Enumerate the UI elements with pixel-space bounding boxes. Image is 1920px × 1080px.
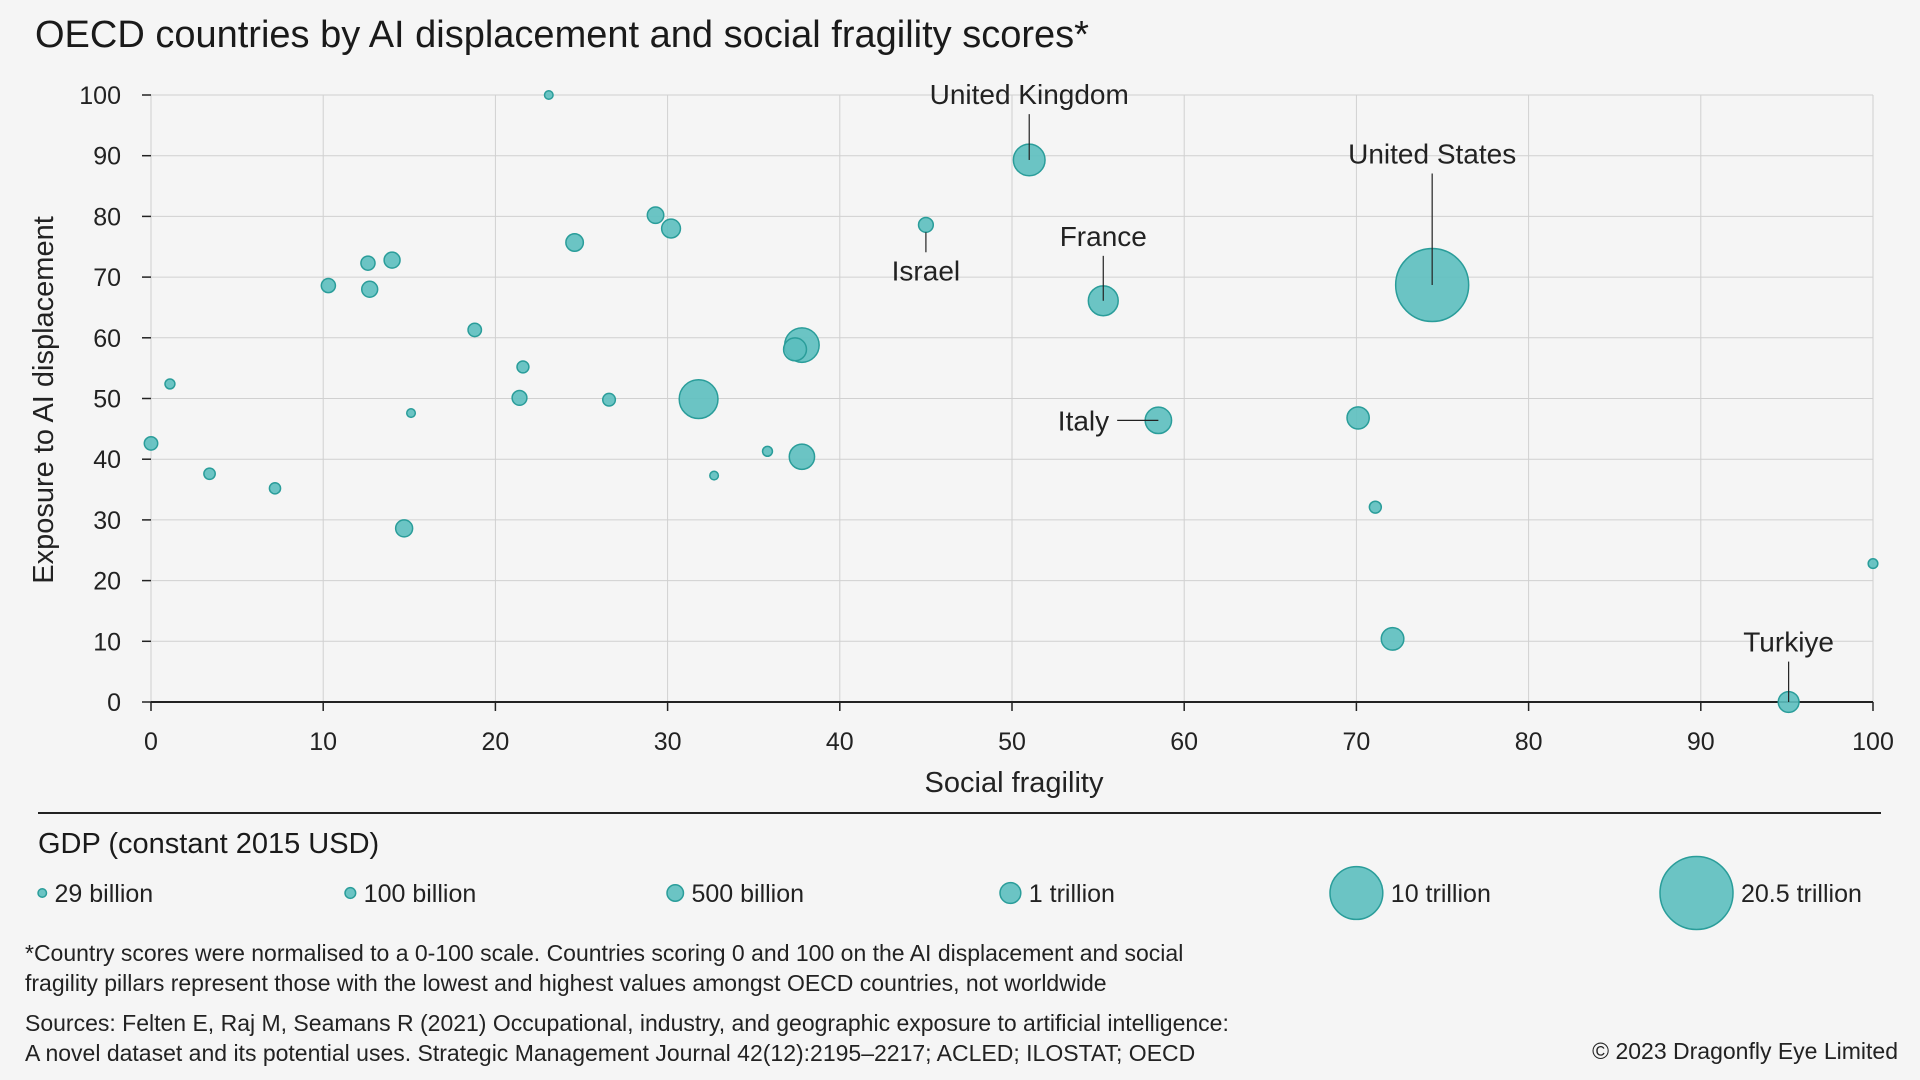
scatter-chart: 0 10 20 30 40 50 60 70 80 90 100 0 10 20 30 40 50 60 70 80… [28,79,1894,799]
y-tick-label: 100 [79,82,121,110]
legend-label: 10 trillion [1391,880,1491,908]
bubble [601,392,617,407]
bubble [143,435,159,451]
label-united-kingdom: United Kingdom [930,79,1129,110]
bubble [383,251,401,269]
y-tick-labels: 0 10 20 30 40 50 60 70 80 90 100 [79,82,121,717]
bubble [678,378,719,420]
y-tick-label: 80 [93,203,121,231]
y-tick-label: 20 [93,568,121,596]
bubble [516,360,530,374]
label-france: France [1060,221,1147,252]
legend-title: GDP (constant 2015 USD) [38,828,380,860]
bubble [565,233,585,252]
y-tick-label: 30 [93,507,121,535]
x-tick-label: 60 [1170,728,1198,756]
x-tick-label: 70 [1342,728,1370,756]
axes [142,94,1874,711]
bubble [646,206,665,225]
x-tick-label: 50 [998,728,1026,756]
bubble [1346,406,1370,430]
legend-bubble [666,884,685,902]
y-tick-label: 60 [93,325,121,353]
bubble [467,322,483,338]
footnote: *Country scores were normalised to a 0-1… [25,938,1405,998]
bubble [543,89,554,101]
bubble [660,218,682,239]
x-tick-label: 100 [1852,728,1894,756]
legend-bubble [999,881,1022,905]
bubble [164,378,176,390]
bubble [360,255,376,271]
x-axis-title: Social fragility [925,767,1104,799]
y-tick-label: 0 [107,689,121,717]
legend-bubble [37,887,48,899]
y-tick-label: 40 [93,446,121,474]
annotations: United Kingdom United States Israel France I… [892,79,1834,702]
footnote-line-1: *Country scores were normalised to a 0-1… [25,940,1184,966]
sources-line-2: A novel dataset and its potential uses. … [25,1040,1196,1066]
bubble [709,470,720,481]
copyright: © 2023 Dragonfly Eye Limited [1592,1038,1898,1064]
bubble [511,389,528,407]
bubble [268,482,282,495]
x-tick-label: 90 [1687,728,1715,756]
label-turkiye: Turkiye [1743,627,1834,658]
bubble [1380,626,1405,651]
bubble [788,443,816,471]
bubble [360,280,379,298]
bubble [320,277,337,294]
sources: Sources: Felten E, Raj M, Seamans R (202… [25,1008,1405,1068]
bubble [782,337,808,362]
y-tick-label: 70 [93,264,121,292]
legend-label: 20.5 trillion [1741,880,1862,908]
bubble [761,445,774,458]
bubbles [143,89,1879,714]
x-tick-labels: 0 10 20 30 40 50 60 70 80 90 100 [144,728,1894,756]
y-tick-label: 10 [93,628,121,656]
bubble [405,408,417,419]
x-tick-label: 10 [309,728,337,756]
chart-title: OECD countries by AI displacement and so… [35,14,1089,56]
legend-label: 100 billion [364,880,477,908]
grid-lines [150,94,1874,703]
sources-line-1: Sources: Felten E, Raj M, Seamans R (202… [25,1010,1229,1036]
y-axis-title: Exposure to AI displacement [28,216,60,584]
x-tick-label: 40 [826,728,854,756]
label-italy: Italy [1058,405,1109,436]
legend-label: 1 trillion [1029,880,1115,908]
x-tick-label: 20 [481,728,509,756]
footnote-line-2: fragility pillars represent those with t… [25,970,1107,996]
y-tick-label: 90 [93,143,121,171]
bubble [1368,500,1383,514]
legend-label: 500 billion [691,880,804,908]
x-tick-label: 30 [654,728,682,756]
label-israel: Israel [892,255,960,286]
x-tick-label: 0 [144,728,158,756]
legend-bubble [1329,865,1384,921]
legend-bubble [344,886,357,900]
size-legend: 29 billion 100 billion 500 billion 1 trilli… [37,855,1862,931]
bubble [1867,558,1879,570]
y-tick-label: 50 [93,386,121,414]
x-tick-label: 80 [1515,728,1543,756]
bubble [394,519,414,538]
legend-label: 29 billion [55,880,154,908]
legend-bubble [1659,855,1734,931]
legend-divider [38,812,1881,814]
label-united-states: United States [1348,138,1516,169]
bubble [203,467,216,481]
